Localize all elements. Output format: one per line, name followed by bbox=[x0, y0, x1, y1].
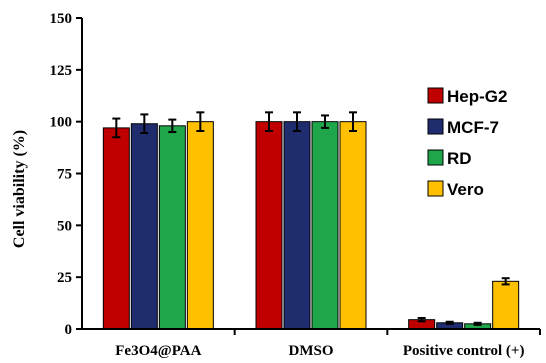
y-tick-label: 150 bbox=[50, 11, 73, 27]
y-tick-label: 50 bbox=[57, 218, 72, 234]
x-tick-label: Positive control (+) bbox=[403, 343, 525, 359]
legend: Hep-G2 MCF-7 RD Vero bbox=[427, 87, 507, 199]
legend-label: Hep-G2 bbox=[447, 87, 507, 106]
legend-label: Vero bbox=[447, 180, 484, 199]
bar-hep-g2 bbox=[255, 121, 283, 330]
legend-swatch-hep-g2 bbox=[427, 87, 444, 104]
labels: 0 25 50 75 100 125 150 Fe3O4@PAA DMSO Positive co… bbox=[50, 11, 525, 359]
bar-mcf-7 bbox=[130, 123, 158, 330]
bar-rd bbox=[158, 125, 186, 330]
bar-rd bbox=[311, 121, 339, 330]
y-tick-label: 75 bbox=[57, 167, 72, 183]
y-tick-label: 0 bbox=[65, 322, 73, 338]
bar-vero bbox=[339, 121, 367, 330]
bar-vero bbox=[186, 121, 214, 330]
legend-swatch-vero bbox=[427, 180, 444, 197]
bar-mcf-7 bbox=[283, 121, 311, 330]
y-axis-title: Cell viability (%) bbox=[11, 130, 28, 248]
legend-label: MCF-7 bbox=[447, 118, 499, 137]
y-tick-label: 125 bbox=[50, 63, 73, 79]
x-tick-label: Fe3O4@PAA bbox=[115, 343, 201, 359]
y-tick-label: 25 bbox=[57, 270, 72, 286]
legend-label: RD bbox=[447, 149, 472, 168]
x-tick-label: DMSO bbox=[289, 343, 334, 359]
legend-swatch-mcf-7 bbox=[427, 118, 444, 135]
y-tick-label: 100 bbox=[50, 115, 73, 131]
bar-vero bbox=[492, 280, 520, 330]
bar-hep-g2 bbox=[102, 127, 130, 330]
axes bbox=[76, 17, 541, 335]
bars bbox=[102, 111, 520, 330]
legend-swatch-rd bbox=[427, 149, 444, 166]
